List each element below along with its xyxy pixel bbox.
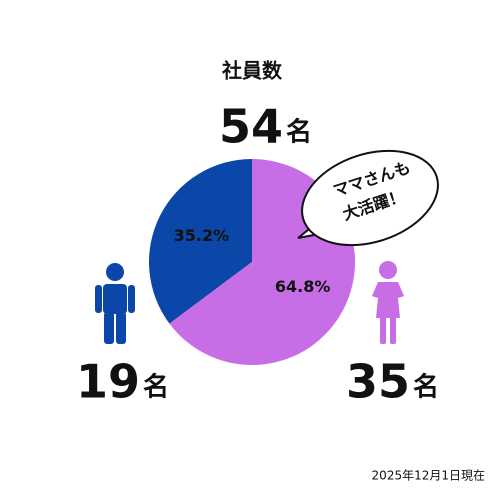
total: 54 (219, 100, 283, 154)
count-unit: 名 (413, 372, 439, 403)
note: 2025年12月1日現在 (372, 469, 485, 483)
pie-slice (149, 159, 252, 324)
count: 19 (76, 355, 140, 409)
count-unit: 名 (143, 372, 169, 403)
female-icon (372, 261, 404, 344)
total-unit: 名 (286, 117, 312, 148)
chart-title: 社員数 (221, 59, 283, 83)
value-label: 64.8% (275, 277, 331, 296)
callout-bubble (301, 149, 439, 247)
callout-join (311, 222, 327, 232)
callout: ママさんも 大活躍！ (297, 149, 439, 247)
count: 35 (346, 355, 410, 409)
male-icon (95, 263, 135, 344)
value-label: 35.2% (174, 226, 230, 245)
